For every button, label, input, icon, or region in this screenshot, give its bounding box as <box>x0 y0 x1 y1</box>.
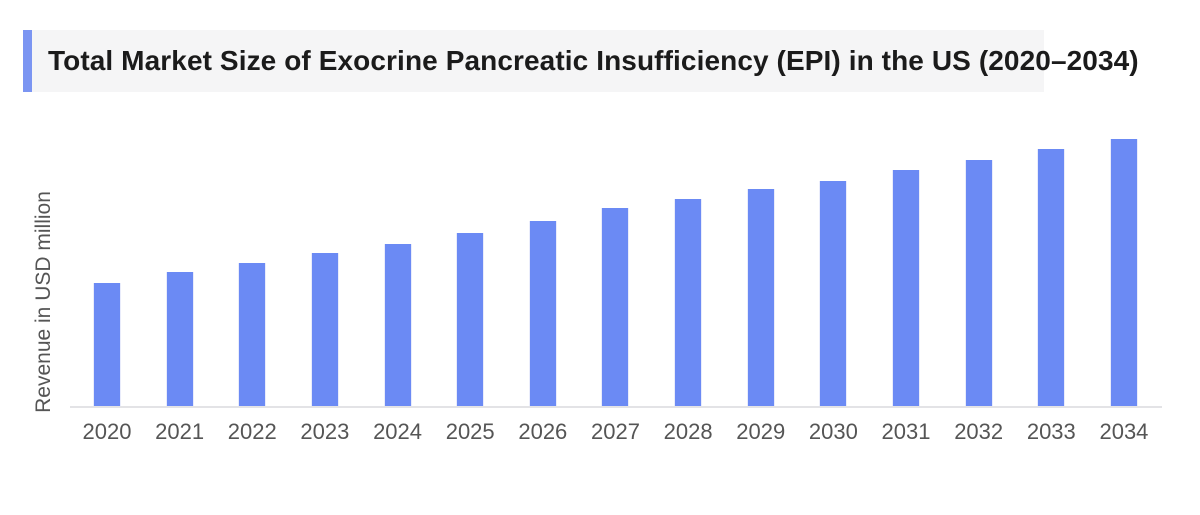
chart-title: Total Market Size of Exocrine Pancreatic… <box>48 45 1139 76</box>
bar-2034 <box>1109 139 1138 406</box>
chart-title-block: Total Market Size of Exocrine Pancreatic… <box>23 30 1139 92</box>
x-tick-label-2021: 2021 <box>155 419 205 444</box>
x-tick-label-2027: 2027 <box>590 419 640 444</box>
bar-2020 <box>93 283 121 406</box>
x-tick-label-2025: 2025 <box>445 419 495 444</box>
plot-area <box>70 136 1162 408</box>
bar-2024 <box>383 244 412 406</box>
x-tick-label-2023: 2023 <box>300 419 350 444</box>
bar-2032 <box>964 160 993 406</box>
bar-2030 <box>819 181 848 406</box>
bar-2027 <box>601 208 630 406</box>
bar-2026 <box>528 221 557 406</box>
x-tick-label-2024: 2024 <box>373 419 423 444</box>
x-tick-label-2022: 2022 <box>227 419 277 444</box>
x-tick-label-2034: 2034 <box>1099 419 1149 444</box>
x-tick-label-2030: 2030 <box>808 419 858 444</box>
x-tick-label-2028: 2028 <box>663 419 713 444</box>
bar-2028 <box>674 199 703 406</box>
x-tick-label-2033: 2033 <box>1026 419 1076 444</box>
x-axis-line <box>70 406 1162 408</box>
bar-2031 <box>892 170 921 406</box>
x-tick-label-2032: 2032 <box>954 419 1004 444</box>
x-tick-label-2026: 2026 <box>518 419 568 444</box>
bar-2022 <box>238 263 267 406</box>
bar-2029 <box>746 189 775 406</box>
bar-2033 <box>1037 149 1066 406</box>
bar-2021 <box>165 272 194 406</box>
x-tick-label-2031: 2031 <box>881 419 931 444</box>
x-tick-label-2020: 2020 <box>82 419 132 444</box>
bar-2025 <box>456 233 485 406</box>
x-axis-tick-labels: 2020 2021 2022 2023 2024 2025 2026 2027 2028 2029… <box>70 419 1162 449</box>
bar-2023 <box>310 253 339 406</box>
x-tick-label-2029: 2029 <box>736 419 786 444</box>
y-axis-label: Revenue in USD million <box>32 191 55 413</box>
